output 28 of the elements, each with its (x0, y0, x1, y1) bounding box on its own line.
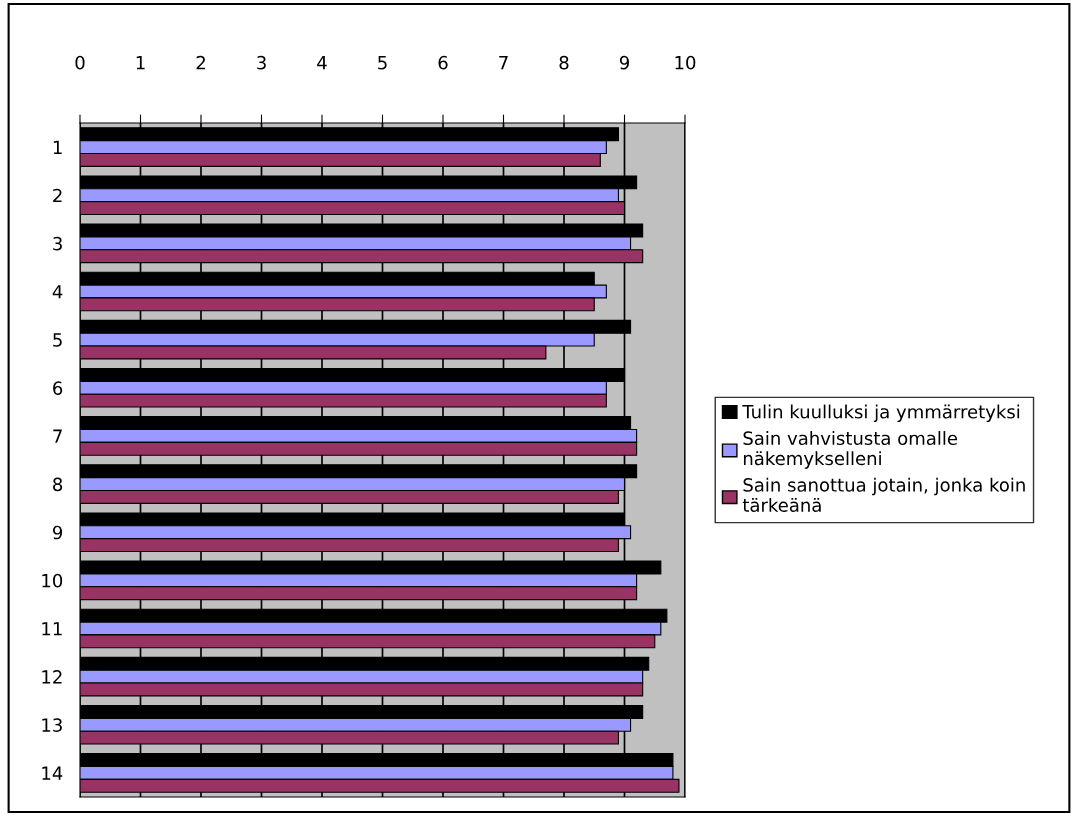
y-tick-label: 12 (42, 670, 62, 684)
x-tick-label: 8 (559, 55, 569, 70)
x-tick-label: 10 (675, 55, 696, 70)
x-tick-label: 5 (378, 56, 387, 70)
x-tick-label: 3 (257, 55, 266, 70)
y-tick-label: 7 (53, 429, 62, 443)
y-tick-label: 2 (53, 188, 62, 203)
y-tick-label: 3 (53, 236, 62, 251)
y-tick-label: 9 (52, 525, 63, 540)
x-tick-label: 0 (75, 55, 85, 70)
x-tick-label: 4 (317, 56, 327, 70)
y-tick-label: 11 (42, 622, 62, 636)
x-tick-label: 7 (499, 56, 508, 70)
legend-label: Sain sanottua jotain, jonka koin tärkeänä (742, 477, 1025, 512)
x-tick-label: 1 (136, 56, 145, 70)
x-tick-label: 6 (438, 55, 448, 70)
y-tick-label: 6 (53, 381, 63, 395)
y-tick-label: 13 (42, 718, 62, 732)
y-tick-label: 8 (53, 477, 63, 492)
legend-label: Sain vahvistusta omalle näkemykselleni (743, 431, 958, 469)
legend-label: Tulin kuulluksi ja ymmärretyksi (742, 404, 1020, 423)
y-tick-label: 14 (42, 766, 63, 780)
x-tick-label: 2 (196, 55, 205, 70)
y-tick-label: 4 (52, 285, 63, 299)
y-tick-label: 10 (42, 573, 63, 588)
y-tick-label: 1 (53, 140, 62, 154)
x-tick-label: 9 (619, 55, 629, 70)
y-tick-label: 5 (53, 333, 62, 347)
